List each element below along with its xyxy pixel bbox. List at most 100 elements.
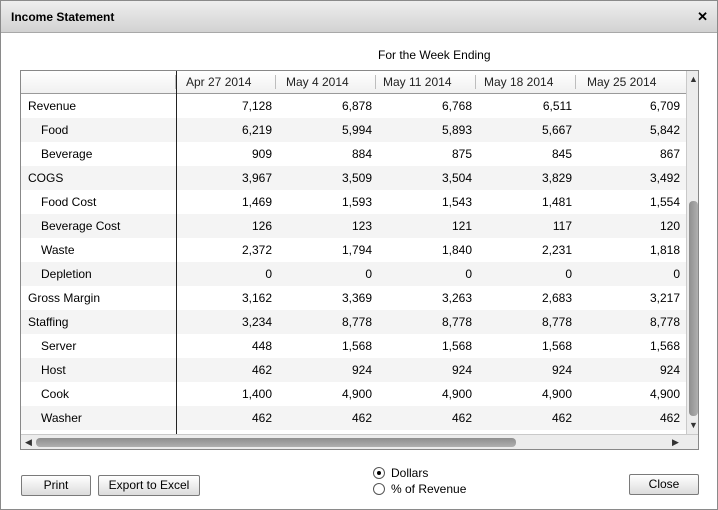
table-row[interactable]: Food Cost 1,469 1,593 1,543 1,481 1,554 xyxy=(21,190,686,214)
value-cell: 2,683 xyxy=(541,291,572,305)
table-caption: For the Week Ending xyxy=(378,48,491,62)
horizontal-scrollbar[interactable]: ◀ ▶ xyxy=(21,434,698,449)
value-cell: 7,128 xyxy=(241,99,272,113)
value-cell: 0 xyxy=(565,267,572,281)
value-cell: 3,263 xyxy=(441,291,472,305)
value-cell: 5,842 xyxy=(649,123,680,137)
value-cell: 8,778 xyxy=(541,315,572,329)
value-cell: 3,162 xyxy=(241,291,272,305)
value-cell: 8,778 xyxy=(441,315,472,329)
table-row[interactable]: Server 448 1,568 1,568 1,568 1,568 xyxy=(21,334,686,358)
value-cell: 875 xyxy=(451,147,472,161)
column-header[interactable]: Apr 27 2014 xyxy=(178,71,278,93)
value-cell: 1,481 xyxy=(541,195,572,209)
dollars-label: Dollars xyxy=(391,466,429,480)
value-cell: 1,568 xyxy=(541,339,572,353)
value-cell: 120 xyxy=(659,219,680,233)
scroll-down-icon[interactable]: ▼ xyxy=(689,420,698,430)
table-row[interactable]: Depletion 0 0 0 0 0 xyxy=(21,262,686,286)
row-label: Host xyxy=(41,363,66,377)
percent-of-revenue-radio[interactable]: % of Revenue xyxy=(373,482,483,497)
radio-dollars-indicator[interactable] xyxy=(373,467,385,479)
value-cell: 0 xyxy=(465,267,472,281)
value-cell: 462 xyxy=(451,411,472,425)
value-cell: 126 xyxy=(251,219,272,233)
value-cell: 6,511 xyxy=(542,99,572,113)
value-cell: 2,231 xyxy=(541,243,572,257)
value-cell: 3,369 xyxy=(341,291,372,305)
value-cell: 1,543 xyxy=(441,195,472,209)
header-label-column[interactable] xyxy=(21,71,178,93)
value-cell: 3,829 xyxy=(541,171,572,185)
row-label: Gross Margin xyxy=(28,291,101,305)
row-label: Food Cost xyxy=(41,195,97,209)
close-button[interactable]: Close xyxy=(629,474,699,495)
table-row[interactable]: Beverage Cost 126 123 121 117 120 xyxy=(21,214,686,238)
value-cell: 924 xyxy=(551,363,572,377)
column-header[interactable]: May 18 2014 xyxy=(478,71,578,93)
value-cell: 5,893 xyxy=(441,123,472,137)
value-cell: 1,794 xyxy=(341,243,372,257)
value-cell: 0 xyxy=(265,267,272,281)
scroll-up-icon[interactable]: ▲ xyxy=(689,74,698,84)
table-row[interactable]: Beverage 909 884 875 845 867 xyxy=(21,142,686,166)
row-label: Staffing xyxy=(28,315,69,329)
horizontal-scroll-thumb[interactable] xyxy=(36,438,516,447)
income-table: Apr 27 2014 May 4 2014 May 11 2014 May 1… xyxy=(20,70,699,450)
value-cell: 6,219 xyxy=(241,123,272,137)
value-cell: 3,504 xyxy=(441,171,472,185)
export-to-excel-button[interactable]: Export to Excel xyxy=(98,475,200,496)
table-row[interactable]: Cook 1,400 4,900 4,900 4,900 4,900 xyxy=(21,382,686,406)
value-cell: 2,372 xyxy=(241,243,272,257)
percent-of-revenue-label: % of Revenue xyxy=(391,482,467,496)
table-row[interactable]: Waste 2,372 1,794 1,840 2,231 1,818 xyxy=(21,238,686,262)
row-label: Washer xyxy=(41,411,82,425)
value-cell: 448 xyxy=(251,339,272,353)
row-label: Depletion xyxy=(41,267,92,281)
value-cell: 3,234 xyxy=(241,315,272,329)
scroll-left-icon[interactable]: ◀ xyxy=(25,437,32,447)
column-header[interactable]: May 11 2014 xyxy=(378,71,478,93)
table-row[interactable]: Host 462 924 924 924 924 xyxy=(21,358,686,382)
table-row[interactable]: Food 6,219 5,994 5,893 5,667 5,842 xyxy=(21,118,686,142)
column-header[interactable]: May 25 2014 xyxy=(587,75,657,89)
value-cell: 5,667 xyxy=(541,123,572,137)
value-cell: 1,554 xyxy=(649,195,680,209)
column-header[interactable]: May 4 2014 xyxy=(278,71,378,93)
value-cell: 1,818 xyxy=(649,243,680,257)
value-cell: 4,900 xyxy=(649,387,680,401)
print-button[interactable]: Print xyxy=(21,475,91,496)
value-cell: 5,994 xyxy=(341,123,372,137)
value-cell: 4,900 xyxy=(341,387,372,401)
radio-percent-indicator[interactable] xyxy=(373,483,385,495)
close-icon[interactable]: ✕ xyxy=(697,9,708,24)
table-row[interactable]: Gross Margin 3,162 3,369 3,263 2,683 3,217 xyxy=(21,286,686,310)
vertical-scroll-thumb[interactable] xyxy=(689,201,698,416)
value-cell: 123 xyxy=(351,219,372,233)
row-label: Beverage Cost xyxy=(41,219,121,233)
value-cell: 4,900 xyxy=(541,387,572,401)
dollars-radio[interactable]: Dollars xyxy=(373,466,453,481)
value-cell: 884 xyxy=(351,147,372,161)
value-cell: 117 xyxy=(552,219,572,233)
value-cell: 4,900 xyxy=(441,387,472,401)
value-cell: 909 xyxy=(251,147,272,161)
value-cell: 0 xyxy=(673,267,680,281)
vertical-scrollbar[interactable]: ▲ ▼ xyxy=(686,71,698,434)
value-cell: 1,469 xyxy=(241,195,272,209)
value-cell: 6,709 xyxy=(649,99,680,113)
row-label: Server xyxy=(41,339,77,353)
table-row[interactable]: Washer 462 462 462 462 462 xyxy=(21,406,686,430)
value-cell: 1,568 xyxy=(649,339,680,353)
dialog-title: Income Statement xyxy=(11,10,115,24)
table-header: Apr 27 2014 May 4 2014 May 11 2014 May 1… xyxy=(21,71,686,94)
value-cell: 1,400 xyxy=(241,387,272,401)
table-row[interactable]: Staffing 3,234 8,778 8,778 8,778 8,778 xyxy=(21,310,686,334)
value-cell: 924 xyxy=(351,363,372,377)
column-divider xyxy=(176,71,177,434)
table-row[interactable]: Revenue 7,128 6,878 6,768 6,511 6,709 xyxy=(21,94,686,118)
value-cell: 845 xyxy=(551,147,572,161)
value-cell: 3,509 xyxy=(341,171,372,185)
table-row[interactable]: COGS 3,967 3,509 3,504 3,829 3,492 xyxy=(21,166,686,190)
scroll-right-icon[interactable]: ▶ xyxy=(672,437,679,447)
